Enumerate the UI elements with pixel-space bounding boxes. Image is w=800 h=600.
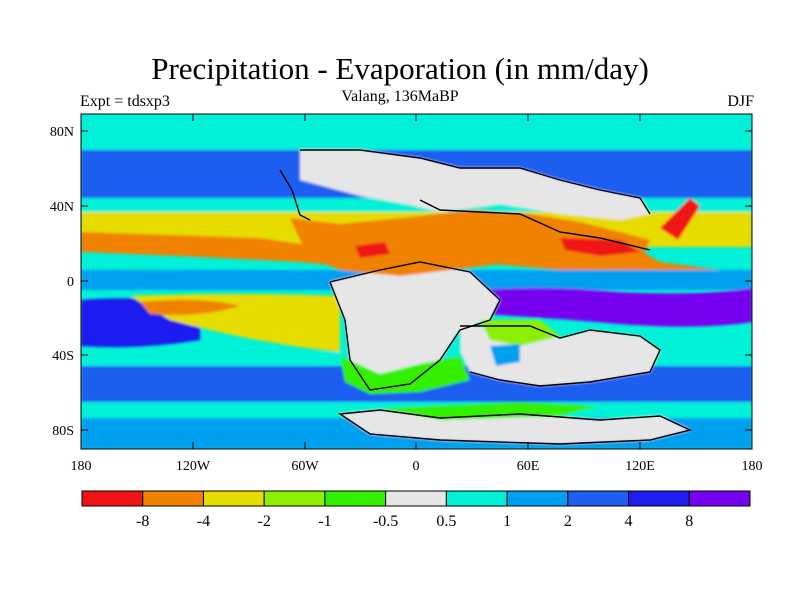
coastlines <box>279 149 693 445</box>
colorbar-swatch <box>385 490 447 507</box>
region-south-coast-green <box>340 356 470 394</box>
coastline-east-gondwana <box>460 325 661 387</box>
colorbar-swatch <box>628 490 690 507</box>
colorbar-swatch <box>445 490 508 507</box>
lon-tick-label: 120W <box>176 459 211 474</box>
lat-tick-label: 40S <box>52 349 74 364</box>
lon-tick-label: 0 <box>413 459 420 474</box>
map-subtitle: Valang, 136MaBP <box>341 88 459 105</box>
region-inland-wet <box>490 344 520 366</box>
colorbar-swatch <box>567 490 630 507</box>
colorbar-label: 4 <box>625 513 633 530</box>
lat-tick-label: 80N <box>50 125 74 140</box>
coastline-gondwana <box>329 261 501 391</box>
lat-axis: 80N 40N 0 40S 80S <box>50 125 752 439</box>
colorbar-swatch <box>688 490 751 507</box>
lon-axis: 180 120W 60W 0 60E 120E 180 <box>71 114 763 474</box>
colorbar-swatch <box>324 490 387 507</box>
region-equatorial-wet <box>430 287 752 327</box>
lat-tick-label: 0 <box>67 275 74 290</box>
colorbar-swatch <box>506 490 569 507</box>
map-plot-area <box>81 114 752 449</box>
lat-tick-label: 80S <box>52 424 74 439</box>
lon-tick-label: 180 <box>742 459 763 474</box>
experiment-label: Expt = tdsxp3 <box>80 93 170 110</box>
colorbar-swatch <box>202 490 265 507</box>
lon-tick-label: 120E <box>625 459 655 474</box>
colorbar-label: 0.5 <box>436 513 456 530</box>
region-south-subtropic-orange <box>140 299 240 315</box>
colorbar-swatch <box>263 490 326 507</box>
colorbar-swatch <box>81 490 144 507</box>
region-extreme-dry-far-east <box>660 198 700 240</box>
lon-tick-label: 60W <box>291 459 319 474</box>
colorbar-label: -0.5 <box>373 513 398 530</box>
lon-tick-label: 60E <box>517 459 540 474</box>
region-laurasia-land <box>300 150 650 220</box>
colorbar-label: 2 <box>564 513 572 530</box>
lat-tick-label: 40N <box>50 200 74 215</box>
region-antarctic-land <box>340 410 690 444</box>
region-tethys-dry <box>290 210 650 276</box>
region-extreme-dry-west <box>355 242 390 258</box>
coastline-tethys <box>419 199 651 251</box>
colorbar-label: -8 <box>136 513 149 530</box>
map-title: Precipitation - Evaporation (in mm/day) <box>151 51 649 86</box>
colorbar-label: -4 <box>197 513 210 530</box>
colorbar-label: 1 <box>503 513 511 530</box>
colorbar-label: -1 <box>318 513 331 530</box>
colorbar-label: -2 <box>258 513 271 530</box>
season-label: DJF <box>727 93 754 110</box>
coastline-north <box>300 149 651 215</box>
colorbar-swatch <box>142 490 204 507</box>
lon-tick-label: 180 <box>71 459 92 474</box>
colorbar-label: 8 <box>685 513 693 530</box>
coastline-antarctica <box>337 409 693 445</box>
coastline-greenland <box>279 169 311 221</box>
region-gondwana-land <box>330 262 500 390</box>
colorbar: -8 -4 -2 -1 -0.5 0.5 1 2 4 8 <box>81 490 751 530</box>
